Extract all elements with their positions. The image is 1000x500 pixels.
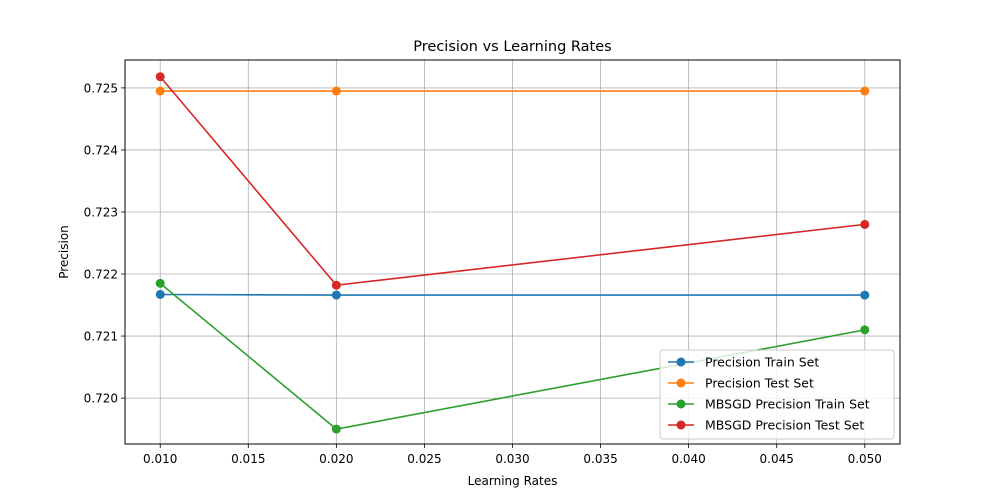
y-tick-label: 0.721: [84, 330, 118, 344]
data-point: [331, 424, 341, 434]
y-tick-label: 0.724: [84, 143, 118, 157]
data-point: [860, 86, 870, 96]
series-1: [155, 289, 870, 300]
legend-entry: Precision Train Set: [668, 355, 819, 370]
data-point: [331, 86, 341, 96]
legend: Precision Train Set Precision Test Set MBS…: [659, 349, 895, 440]
data-point: [860, 219, 870, 229]
y-axis-label: Precision: [57, 225, 71, 279]
legend-marker: [676, 378, 686, 388]
legend-marker: [676, 399, 686, 409]
x-tick-label: 0.025: [407, 452, 441, 466]
chart-title: Precision vs Learning Rates: [413, 39, 611, 55]
x-tick-label: 0.015: [231, 452, 265, 466]
legend-label: Precision Test Set: [705, 376, 814, 391]
series-line: [160, 293, 865, 296]
legend-label: MBSGD Precision Train Set: [705, 397, 870, 412]
data-point: [155, 86, 165, 96]
series-layer: [155, 72, 870, 434]
data-point: [860, 325, 870, 335]
data-point: [155, 289, 165, 299]
series-4: [155, 72, 870, 290]
legend-entry: MBSGD Precision Test Set: [668, 418, 864, 433]
legend-box: [659, 349, 895, 440]
y-axis-ticks: 0.720 0.721 0.722 0.723 0.724 0.725: [84, 81, 125, 406]
x-axis-ticks: 0.010 0.015 0.020 0.025 0.030 0.035 0.040 0.045…: [143, 444, 882, 466]
legend-label: Precision Train Set: [705, 355, 819, 370]
legend-entry: Precision Test Set: [668, 376, 814, 391]
data-point: [331, 290, 341, 300]
data-point: [155, 72, 165, 82]
x-tick-label: 0.045: [760, 452, 794, 466]
legend-label: MBSGD Precision Test Set: [705, 418, 864, 433]
x-tick-label: 0.040: [671, 452, 705, 466]
y-tick-label: 0.722: [84, 268, 118, 282]
legend-marker: [676, 357, 686, 367]
x-tick-label: 0.035: [583, 452, 617, 466]
x-tick-label: 0.050: [848, 452, 882, 466]
x-tick-label: 0.020: [319, 452, 353, 466]
x-tick-label: 0.030: [495, 452, 529, 466]
data-point: [155, 278, 165, 288]
x-axis-label: Learning Rates: [468, 474, 558, 488]
data-point: [331, 280, 341, 290]
y-tick-label: 0.723: [84, 205, 118, 219]
series-2: [155, 86, 870, 96]
x-tick-label: 0.010: [143, 452, 177, 466]
y-tick-label: 0.725: [84, 81, 118, 95]
legend-marker: [676, 420, 686, 430]
legend-entry: MBSGD Precision Train Set: [668, 397, 870, 412]
data-point: [860, 290, 870, 300]
y-tick-label: 0.720: [84, 392, 118, 406]
